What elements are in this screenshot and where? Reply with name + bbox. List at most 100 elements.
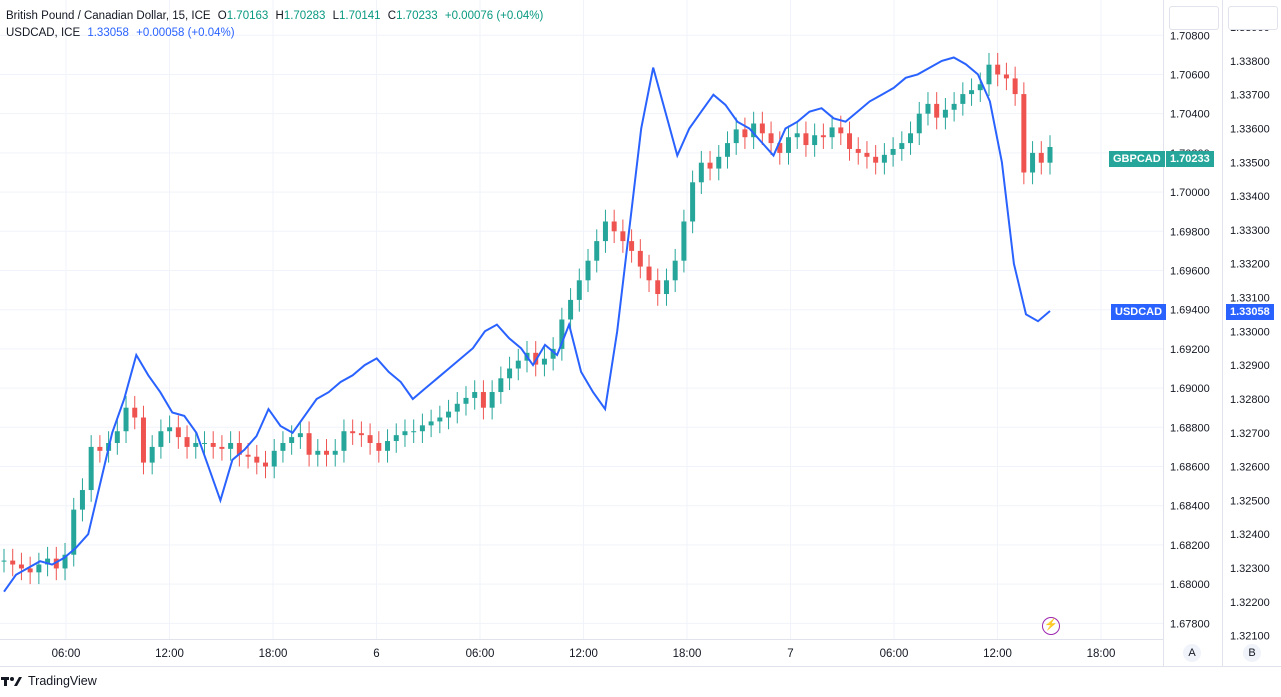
candle-body — [986, 64, 992, 85]
usdcad-tick-label: 1.32700 — [1230, 428, 1270, 440]
high-value: 1.70283 — [283, 10, 326, 22]
candle-body — [1030, 152, 1036, 173]
candle-body — [942, 109, 948, 118]
usdcad-tick-label: 1.32600 — [1230, 462, 1270, 474]
candle-body — [158, 431, 164, 447]
scale-b-button[interactable]: B — [1243, 644, 1261, 662]
gbpcad-candles — [1, 52, 1053, 585]
axis-settings-box[interactable] — [1169, 6, 1219, 30]
candle-body — [254, 456, 260, 463]
overlay-series-name: USDCAD, ICE — [6, 27, 81, 39]
candle-body — [324, 450, 330, 455]
brand-name: TradingView — [28, 674, 97, 688]
candle-body — [210, 442, 216, 447]
close-label: C — [387, 10, 397, 22]
candle-body — [1012, 78, 1018, 95]
candle-body — [1, 560, 7, 562]
candle-body — [794, 133, 800, 138]
footer-brand[interactable]: TradingView — [0, 674, 97, 688]
usdcad-tick-label: 1.32900 — [1230, 360, 1270, 372]
candle-body — [140, 417, 146, 463]
candle-body — [411, 431, 417, 433]
candle-body — [742, 129, 748, 138]
time-tick-label: 18:00 — [1087, 648, 1116, 660]
candle-body — [463, 397, 469, 404]
candle-body — [393, 435, 399, 442]
gbpcad-tick-label: 1.70800 — [1170, 30, 1210, 42]
gbpcad-symbol-badge: GBPCAD — [1109, 151, 1165, 167]
candle-body — [358, 433, 364, 436]
candle-body — [768, 133, 774, 144]
gbpcad-tick-label: 1.69000 — [1170, 383, 1210, 395]
candle-body — [873, 156, 879, 163]
usdcad-tick-label: 1.33800 — [1230, 56, 1270, 68]
usdcad-tick-label: 1.33100 — [1230, 293, 1270, 305]
candle-body — [167, 427, 173, 432]
usdcad-tick-label: 1.32800 — [1230, 394, 1270, 406]
candle-body — [629, 241, 635, 251]
usdcad-tick-label: 1.32100 — [1230, 631, 1270, 643]
usdcad-price-axis[interactable]: 1.339001.338001.337001.336001.335001.334… — [1230, 22, 1270, 643]
lightning-icon[interactable]: ⚡ — [1042, 617, 1060, 635]
candle-body — [951, 103, 957, 110]
candle-body — [733, 129, 739, 144]
candle-body — [916, 113, 922, 134]
candle-body — [881, 154, 887, 163]
candle-body — [803, 133, 809, 146]
candle-body — [698, 162, 704, 183]
usdcad-tick-label: 1.32500 — [1230, 495, 1270, 507]
candle-body — [350, 431, 356, 434]
candle-body — [969, 90, 975, 95]
candle-body — [908, 133, 914, 144]
candle-body — [812, 135, 818, 146]
candle-body — [289, 437, 295, 443]
candle-body — [219, 446, 225, 449]
candle-body — [385, 441, 391, 451]
candle-body — [297, 433, 303, 438]
candle-body — [489, 392, 495, 408]
candle-body — [576, 280, 582, 300]
candle-body — [855, 148, 861, 153]
candle-body — [681, 221, 687, 261]
candle-body — [829, 127, 835, 138]
axis-settings-box-right[interactable] — [1228, 6, 1278, 30]
gbpcad-price-axis[interactable]: 1.708001.706001.704001.702001.700001.698… — [1170, 30, 1210, 630]
candle-body — [690, 182, 696, 222]
candle-body — [454, 403, 460, 412]
time-axis[interactable]: 06:00 12:00 18:00 6 06:00 12:00 18:00 7 06:00 12:… — [52, 648, 1116, 660]
candle-body — [53, 558, 59, 569]
candle-body — [637, 250, 643, 267]
time-tick-label: 12:00 — [983, 648, 1012, 660]
open-value: 1.70163 — [226, 10, 269, 22]
candle-body — [10, 560, 16, 565]
gbpcad-tick-label: 1.68200 — [1170, 540, 1210, 552]
time-tick-label: 7 — [787, 648, 793, 660]
candle-body — [498, 378, 504, 393]
candle-body — [367, 435, 373, 443]
candle-body — [376, 442, 382, 451]
change-value: +0.00076 (+0.04%) — [444, 10, 544, 22]
candle-body — [655, 280, 661, 295]
main-series-legend: British Pound / Canadian Dollar, 15, ICE… — [6, 10, 547, 22]
gbpcad-tick-label: 1.67800 — [1170, 618, 1210, 630]
candle-body — [663, 280, 669, 295]
candle-body — [36, 564, 42, 573]
candle-body — [114, 431, 120, 443]
usdcad-tick-label: 1.32400 — [1230, 529, 1270, 541]
main-series-name: British Pound / Canadian Dollar, 15, ICE — [6, 10, 211, 22]
scale-a-button[interactable]: A — [1183, 644, 1201, 662]
candle-body — [646, 266, 652, 281]
time-tick-label: 12:00 — [155, 648, 184, 660]
candle-body — [428, 421, 434, 426]
gbpcad-tick-label: 1.69800 — [1170, 226, 1210, 238]
candle-body — [751, 123, 757, 138]
candle-body — [472, 392, 478, 398]
candle-body — [934, 103, 940, 118]
gbpcad-tick-label: 1.70400 — [1170, 109, 1210, 121]
usdcad-tick-label: 1.33200 — [1230, 259, 1270, 271]
candle-body — [419, 425, 425, 432]
time-tick-label: 06:00 — [466, 648, 495, 660]
gbpcad-tick-label: 1.69200 — [1170, 344, 1210, 356]
usdcad-tick-label: 1.33500 — [1230, 157, 1270, 169]
